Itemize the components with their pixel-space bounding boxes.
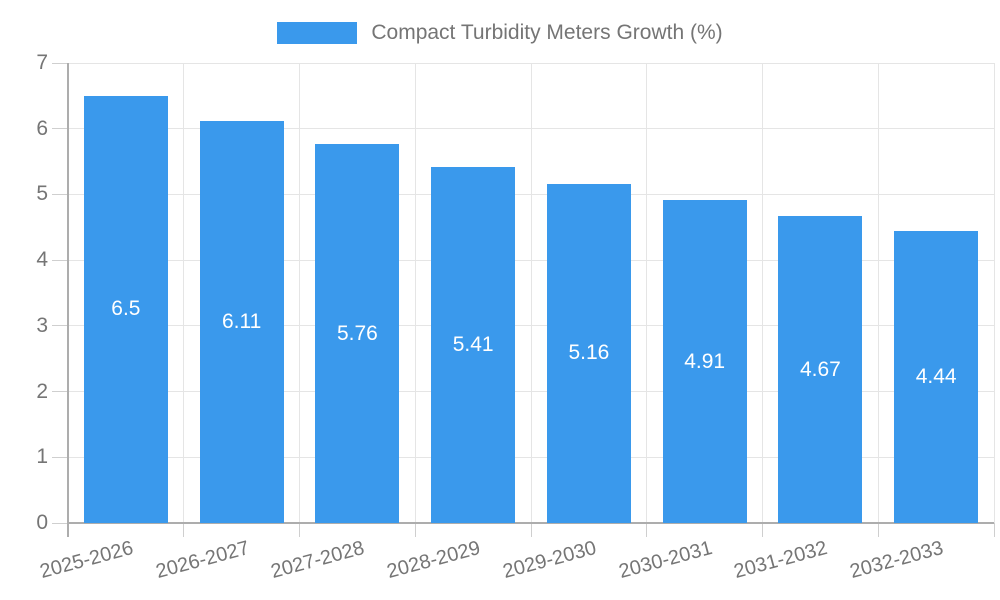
- y-axis-line: [67, 63, 69, 537]
- y-tick: [52, 522, 68, 524]
- v-gridline: [183, 63, 185, 523]
- x-tick-label: 2029-2030: [500, 537, 599, 584]
- v-gridline: [414, 63, 416, 523]
- y-tick-label: 3: [36, 313, 48, 337]
- x-tick: [414, 523, 416, 537]
- v-gridline: [993, 63, 995, 523]
- legend-label: Compact Turbidity Meters Growth (%): [371, 21, 723, 44]
- y-tick-label: 5: [36, 182, 48, 206]
- x-tick: [530, 523, 532, 537]
- y-tick-label: 4: [36, 248, 48, 272]
- x-tick: [993, 523, 995, 537]
- bar[interactable]: [546, 183, 631, 523]
- x-tick: [762, 523, 763, 537]
- y-tick: [52, 391, 68, 393]
- bar[interactable]: [662, 200, 747, 523]
- x-tick-label: 2028-2029: [384, 537, 483, 584]
- x-tick: [646, 523, 648, 537]
- x-tick: [877, 523, 879, 537]
- y-tick: [52, 259, 68, 261]
- legend[interactable]: Compact Turbidity Meters Growth (%): [0, 20, 1000, 46]
- y-tick-label: 2: [36, 379, 48, 403]
- x-tick-label: 2032-2033: [847, 537, 946, 584]
- x-tick-label: 2026-2027: [153, 537, 252, 584]
- bar[interactable]: [431, 167, 516, 523]
- x-tick-label: 2027-2028: [268, 537, 368, 584]
- y-tick-label: 6: [36, 116, 48, 140]
- y-tick: [52, 128, 68, 130]
- bar[interactable]: [894, 231, 979, 523]
- y-tick-label: 7: [36, 51, 48, 74]
- y-tick: [52, 193, 68, 195]
- v-gridline: [299, 63, 300, 523]
- bar[interactable]: [199, 121, 284, 523]
- v-gridline: [762, 63, 763, 523]
- bar[interactable]: [778, 216, 863, 523]
- x-tick-label: 2025-2026: [37, 537, 136, 584]
- bar[interactable]: [315, 144, 400, 523]
- bar[interactable]: [83, 95, 168, 523]
- y-tick-label: 1: [36, 445, 48, 469]
- legend-swatch-icon: [277, 22, 358, 44]
- x-tick-label: 2030-2031: [616, 537, 715, 584]
- v-gridline: [530, 63, 532, 523]
- y-tick-label: 0: [36, 511, 48, 534]
- v-gridline: [646, 63, 648, 523]
- y-tick: [52, 62, 68, 64]
- v-gridline: [877, 63, 879, 523]
- x-tick: [299, 523, 300, 537]
- x-tick-label: 2031-2032: [731, 537, 831, 584]
- y-tick: [52, 456, 68, 458]
- y-tick: [52, 325, 68, 327]
- x-tick: [183, 523, 185, 537]
- x-axis-line: [68, 522, 994, 524]
